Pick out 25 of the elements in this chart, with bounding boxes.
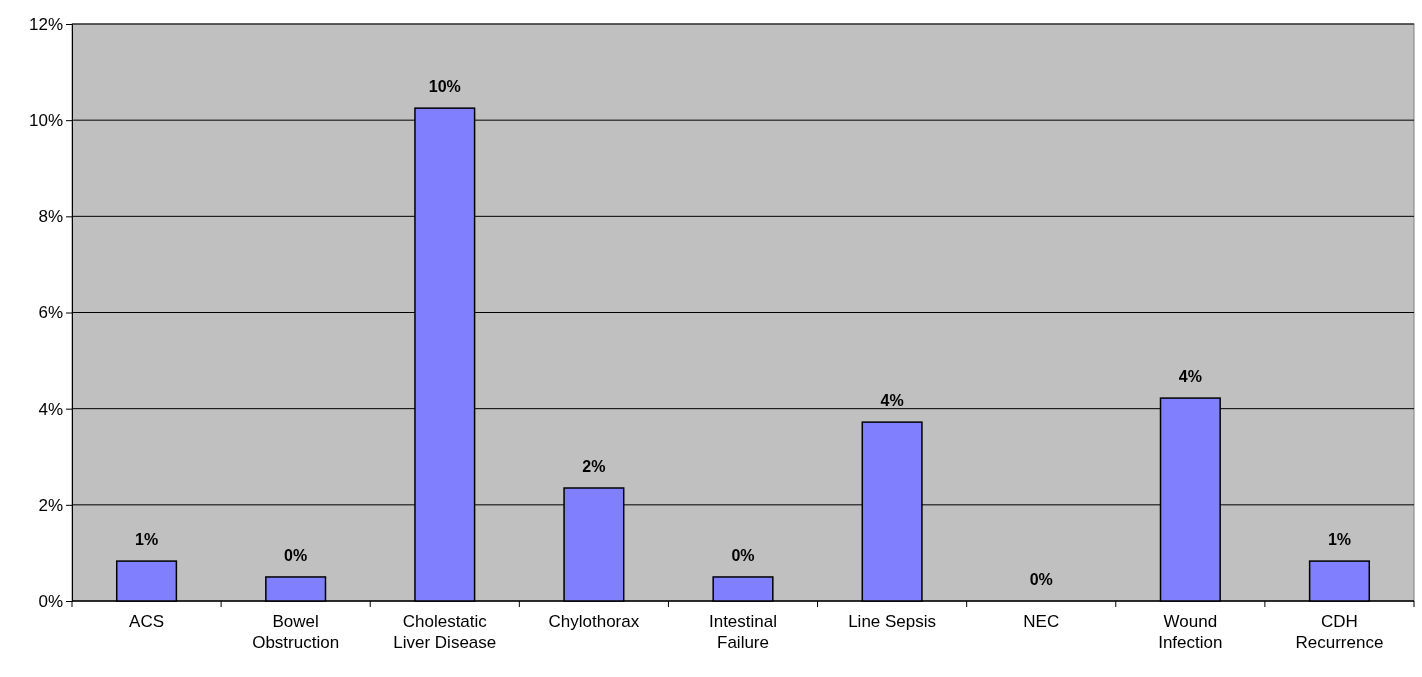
data-label: 10% [428,78,461,96]
x-tick-label: Chylothorax [548,612,640,631]
x-tick-label: Line Sepsis [848,612,937,631]
data-label: 1% [1327,531,1352,549]
data-label: 2% [582,458,606,475]
data-label: 4% [880,392,904,410]
x-tick-label: CDH Recurrence [1295,612,1384,652]
x-tick-label: Wound Infection [1158,612,1223,652]
x-tick-label: Cholestatic Liver Disease [393,612,497,652]
x-tick-label: NEC [1023,612,1060,631]
y-tick-label: 10% [28,111,63,131]
y-tick-label: 2% [38,495,63,515]
data-label: 0% [284,546,308,564]
y-tick-label: 8% [38,207,63,227]
y-tick-label: 4% [38,399,63,419]
x-tick-label: Intestinal Failure [708,612,778,652]
y-tick-label: 0% [38,591,63,611]
x-tick-label: Bowel Obstruction [252,612,340,652]
data-label: 1% [134,531,159,549]
y-tick-label: 6% [38,303,63,323]
data-label: 0% [1029,571,1053,588]
data-label: 0% [731,546,755,564]
y-tick-label: 12% [28,14,63,34]
x-tick-label: ACS [129,612,165,631]
data-label: 4% [1178,368,1202,386]
